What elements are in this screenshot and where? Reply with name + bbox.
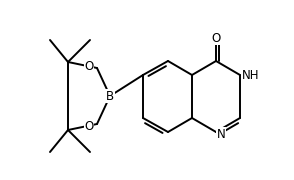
Text: O: O — [84, 120, 93, 132]
Text: O: O — [84, 60, 93, 73]
Text: NH: NH — [242, 69, 260, 82]
Text: O: O — [211, 31, 220, 44]
Text: N: N — [217, 127, 225, 141]
Text: B: B — [106, 89, 114, 102]
